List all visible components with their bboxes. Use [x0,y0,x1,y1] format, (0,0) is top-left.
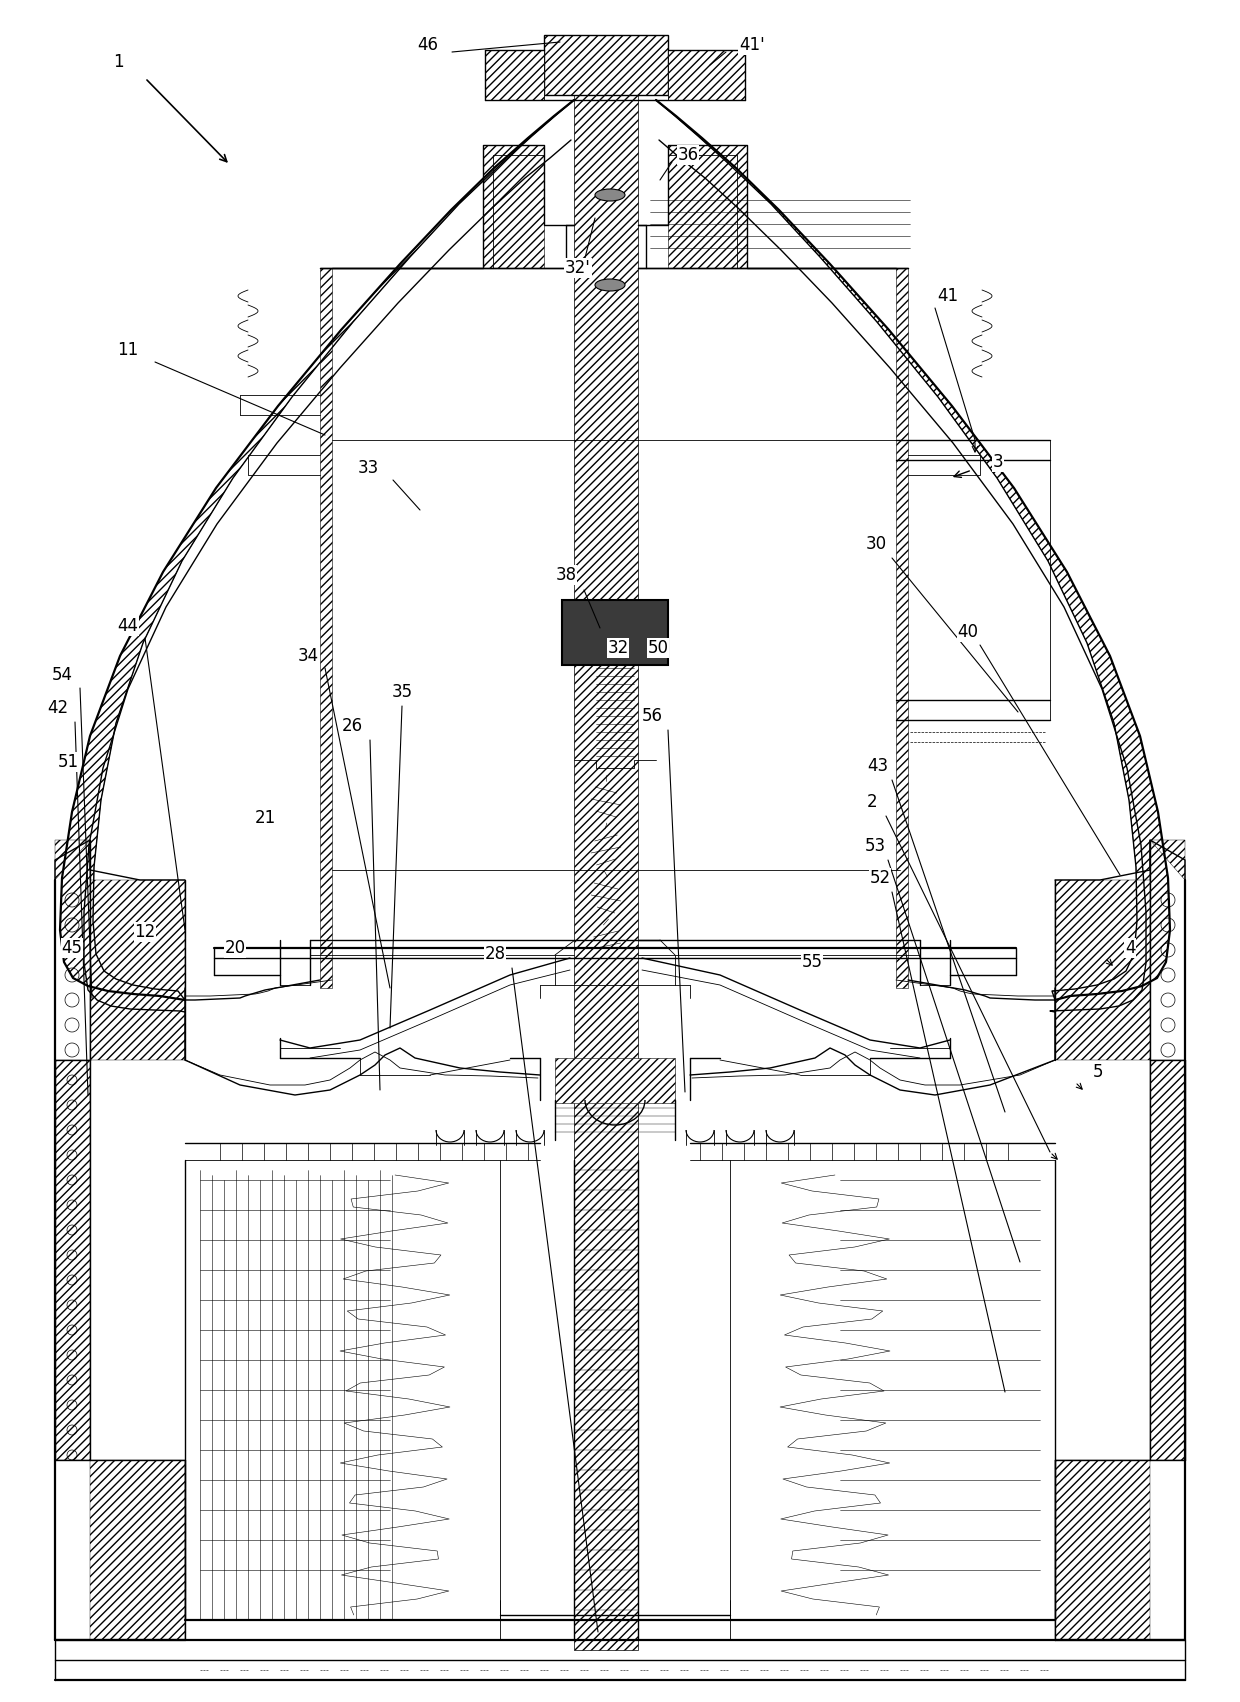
Text: 34: 34 [298,647,319,665]
Text: 38: 38 [556,567,577,584]
Text: 4: 4 [1125,940,1136,957]
Text: 54: 54 [52,665,72,684]
Text: 53: 53 [864,837,885,854]
Text: 2: 2 [867,793,878,810]
Bar [485,49,544,100]
Bar [668,145,746,267]
Text: 5: 5 [1092,1064,1104,1081]
Polygon shape [656,100,1171,996]
Text: 28: 28 [485,945,506,963]
Polygon shape [55,1060,91,1460]
Text: 44: 44 [118,618,139,635]
Text: 32': 32' [565,259,591,277]
Text: 45: 45 [62,940,83,957]
Polygon shape [1055,1460,1149,1641]
Text: 56: 56 [641,706,662,725]
Text: 35: 35 [392,683,413,701]
Text: 32: 32 [608,638,629,657]
Polygon shape [60,100,574,996]
Text: 52: 52 [869,870,890,887]
Text: 42: 42 [47,700,68,717]
Text: 30: 30 [866,534,887,553]
Text: 21: 21 [254,808,275,827]
Text: 51: 51 [57,752,78,771]
Text: 3: 3 [993,453,1003,471]
Text: 55: 55 [801,953,822,972]
Text: 20: 20 [224,940,246,957]
Text: 12: 12 [134,922,156,941]
Text: 11: 11 [118,340,139,359]
Bar [320,267,332,987]
Text: 41: 41 [937,288,959,305]
Bar [484,145,544,267]
Bar [897,267,908,987]
Text: 43: 43 [868,757,889,774]
Bar [574,36,639,1649]
Bar [544,36,668,95]
Text: 50: 50 [647,638,668,657]
Bar [562,601,668,665]
Text: 1: 1 [113,53,123,71]
Text: 26: 26 [341,717,362,735]
Polygon shape [91,1460,185,1641]
Polygon shape [1055,841,1185,1060]
Text: 40: 40 [957,623,978,642]
Text: 46: 46 [418,36,439,54]
Polygon shape [1149,1060,1185,1460]
Text: 41': 41' [739,36,765,54]
Text: 33: 33 [357,460,378,477]
Polygon shape [55,841,185,1060]
Text: 36: 36 [677,146,698,163]
Ellipse shape [595,279,625,291]
Ellipse shape [595,189,625,201]
Bar [556,1059,675,1103]
Bar [668,49,745,100]
